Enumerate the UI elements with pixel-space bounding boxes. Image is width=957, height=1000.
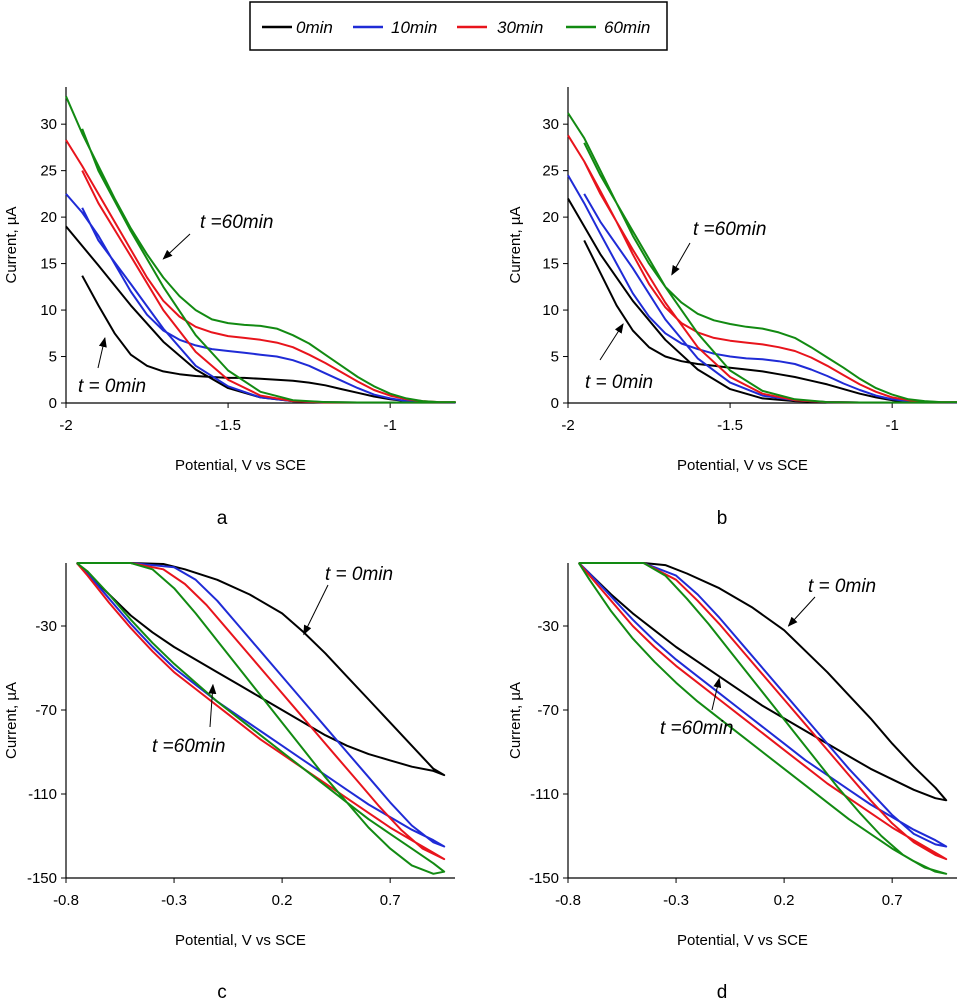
x-tick-label: -0.8 [555, 892, 581, 909]
y-axis-label: Current, µA [3, 207, 20, 284]
series-line-10min [567, 174, 957, 404]
x-tick-label: -2 [59, 417, 72, 434]
annotation-arrow [162, 233, 191, 260]
x-tick-label: 0.2 [272, 892, 293, 909]
panel-label: b [717, 508, 728, 529]
y-tick-label: 25 [542, 163, 559, 180]
annotation-arrow [303, 584, 329, 636]
x-tick-label: -1.5 [215, 417, 241, 434]
annotation-label: t =60min [693, 219, 766, 240]
y-tick-label: 20 [542, 209, 559, 226]
x-tick-label: -0.3 [663, 892, 689, 909]
chart-panel-d: -150 -110 -70 -30 -0.8 -0.3 0.2 0.7 Potential, V… [507, 562, 957, 1000]
series-line-10min [76, 562, 446, 848]
y-tick-label: 5 [49, 349, 57, 366]
annotation-label: t = 0min [325, 564, 393, 585]
x-tick-label: -1 [383, 417, 396, 434]
series-line-60min [76, 562, 446, 875]
y-tick-label: 30 [542, 116, 559, 133]
annotation-label: t = 0min [78, 376, 146, 397]
y-axis-label: Current, µA [507, 207, 524, 284]
series-line-10min [578, 562, 948, 848]
y-tick-label: -110 [530, 786, 559, 803]
legend-label-60min: 60min [604, 18, 650, 37]
series-line-30min [76, 562, 446, 861]
y-tick-label: 20 [40, 209, 57, 226]
series-line-30min [567, 134, 957, 404]
y-tick-label: 10 [40, 302, 57, 319]
x-tick-label: -1 [885, 417, 898, 434]
y-tick-label: 15 [542, 256, 559, 273]
y-tick-label: -110 [28, 786, 57, 803]
panel-label: d [717, 982, 728, 1000]
series-line-60min [567, 112, 957, 404]
x-tick-label: 0.2 [774, 892, 795, 909]
y-tick-label: 30 [40, 116, 57, 133]
panel-label: c [217, 982, 227, 1000]
panel-label: a [217, 508, 228, 529]
annotation-arrow [711, 677, 722, 711]
annotation-arrow [599, 323, 624, 361]
annotation-label: t =60min [660, 718, 733, 739]
series-line-60min [577, 562, 948, 875]
legend-label-10min: 10min [391, 18, 437, 37]
series-line-30min [65, 139, 456, 404]
series-line-10min [65, 193, 456, 404]
annotation-label: t = 0min [585, 372, 653, 393]
y-tick-label: -150 [27, 870, 57, 887]
annotation-label: t =60min [200, 212, 273, 233]
chart-panel-b: 0 5 10 15 20 25 30 -2 -1.5 -1 Potential, V vs SCE C… [507, 87, 957, 529]
x-axis-label: Potential, V vs SCE [175, 932, 306, 949]
y-axis-label: Current, µA [3, 682, 20, 759]
y-tick-label: -70 [537, 702, 559, 719]
y-tick-label: -150 [529, 870, 559, 887]
y-tick-label: -30 [35, 618, 57, 635]
x-axis-label: Potential, V vs SCE [677, 932, 808, 949]
annotation-label: t = 0min [808, 576, 876, 597]
series-line-0min [567, 197, 957, 404]
x-tick-label: 0.7 [882, 892, 903, 909]
annotation-label: t =60min [152, 736, 225, 757]
x-tick-label: -0.8 [53, 892, 79, 909]
series-line-30min [578, 562, 948, 861]
legend: 0min 10min 30min 60min [249, 1, 668, 51]
y-axis-label: Current, µA [507, 682, 524, 759]
x-axis-label: Potential, V vs SCE [175, 457, 306, 474]
x-axis-label: Potential, V vs SCE [677, 457, 808, 474]
y-tick-label: 10 [542, 302, 559, 319]
series-line-60min [65, 95, 456, 404]
series-line-0min [76, 562, 446, 777]
y-tick-label: 5 [551, 349, 559, 366]
x-tick-label: 0.7 [380, 892, 401, 909]
series-line-0min [578, 562, 948, 802]
y-tick-label: -30 [537, 618, 559, 635]
y-tick-label: 0 [551, 395, 559, 412]
legend-label-30min: 30min [497, 18, 543, 37]
y-tick-label: 15 [40, 256, 57, 273]
chart-panel-a: 0 5 10 15 20 25 30 -2 -1.5 -1 Potential, V vs SCE C… [3, 87, 456, 529]
x-tick-label: -0.3 [161, 892, 187, 909]
x-tick-label: -2 [561, 417, 574, 434]
annotation-arrow [208, 683, 217, 728]
chart-panel-c: -150 -110 -70 -30 -0.8 -0.3 0.2 0.7 Potential, V… [3, 562, 455, 1000]
annotation-arrow [671, 242, 691, 276]
legend-label-0min: 0min [296, 18, 333, 37]
x-tick-label: -1.5 [717, 417, 743, 434]
y-tick-label: 25 [40, 163, 57, 180]
annotation-arrow [787, 596, 816, 627]
y-tick-label: -70 [35, 702, 57, 719]
annotation-arrow [97, 336, 107, 369]
y-tick-label: 0 [49, 395, 57, 412]
